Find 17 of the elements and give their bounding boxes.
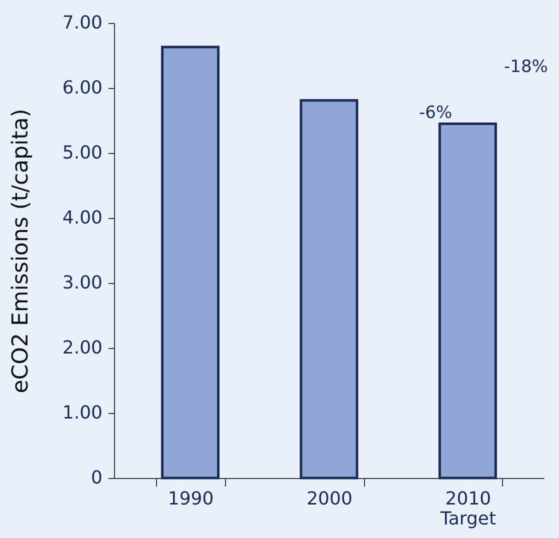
x-tick-label: 1990	[168, 488, 214, 510]
bar	[300, 99, 358, 480]
bar	[438, 122, 497, 480]
x-tick-label: 2000	[306, 488, 352, 510]
y-axis-title: eCO2 Emissions (t/capita)	[8, 108, 34, 394]
y-tick-label: 6.00	[62, 78, 102, 98]
annotation: -18%	[504, 57, 548, 77]
bar	[161, 46, 220, 480]
y-tick-label: 3.00	[62, 272, 102, 294]
y-tick-label: 0	[91, 468, 102, 488]
x-tick-label: 2010 Target	[439, 488, 496, 530]
y-tick-label: 1.00	[62, 402, 102, 424]
y-tick-label: 5.00	[62, 142, 102, 164]
y-tick-label: 2.00	[62, 338, 102, 358]
annotation: -6%	[419, 103, 452, 123]
y-tick-label: 4.00	[62, 208, 102, 228]
y-tick-label: 7.00	[62, 12, 102, 34]
